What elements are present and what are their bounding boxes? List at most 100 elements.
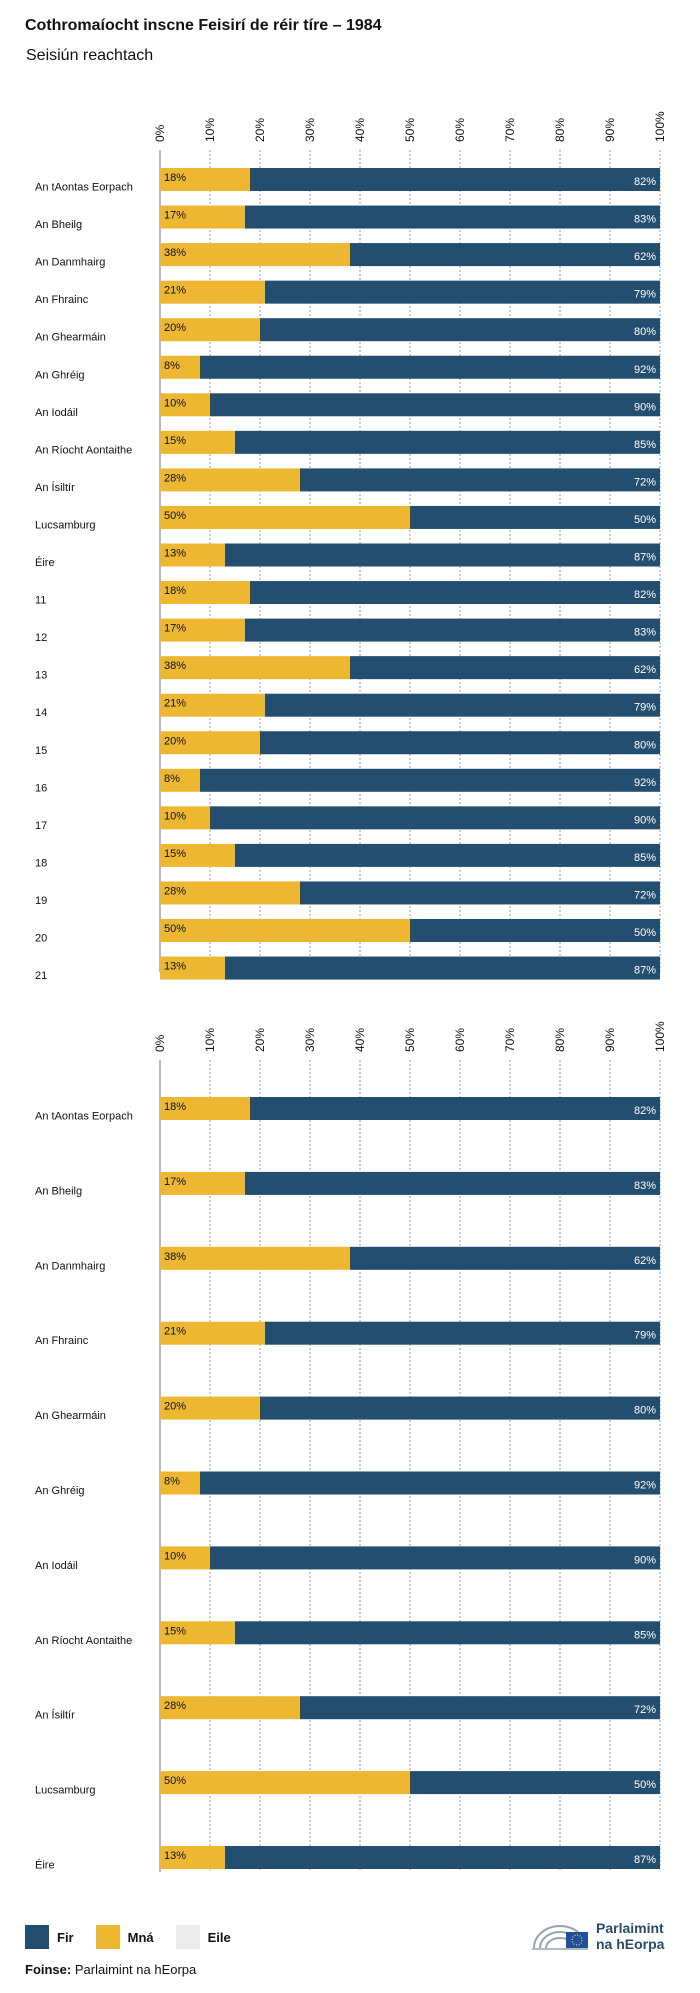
data-label-women: 13% <box>164 961 186 973</box>
bar-men <box>225 1846 660 1869</box>
bar-women <box>160 581 250 605</box>
source-text: Parlaimint na hEorpa <box>74 1962 197 1977</box>
data-label-men: 79% <box>634 1330 656 1342</box>
data-label-men: 90% <box>634 814 656 826</box>
bar-men <box>210 393 660 417</box>
category-label: An Bheilg <box>35 1185 82 1197</box>
category-label: 16 <box>35 782 47 794</box>
data-label-women: 20% <box>164 1401 186 1413</box>
bar-women <box>160 956 225 980</box>
data-label-women: 50% <box>164 923 186 935</box>
legend-swatch-women <box>95 1925 120 1949</box>
data-label-men: 85% <box>634 439 656 451</box>
data-label-women: 15% <box>164 435 186 447</box>
bar-chart-2: 0% 10% 20% 30% 40% 50% 60% 70% 80% 90% 100% An tAon… <box>35 1021 667 1872</box>
bar-women <box>160 168 250 191</box>
x-tick-label: 0% <box>153 1034 167 1052</box>
data-label-men: 83% <box>634 627 656 639</box>
bar-women <box>160 881 300 905</box>
bar-women <box>160 355 200 379</box>
bar-men <box>235 430 660 454</box>
legend-item-men: Fir <box>25 1925 74 1949</box>
bar-women <box>160 543 225 567</box>
x-tick-label: 80% <box>553 118 567 142</box>
bar-men <box>260 1396 660 1420</box>
bar-chart-1: 0% 10% 20% 30% 40% 50% 60% 70% 80% 90% 100% An tAon… <box>35 111 667 980</box>
bar-women <box>160 731 260 755</box>
x-tick-label: 60% <box>453 1028 467 1052</box>
data-label-women: 20% <box>164 735 186 747</box>
data-label-women: 21% <box>164 698 186 710</box>
bar-women <box>160 280 265 304</box>
data-label-men: 90% <box>634 1554 656 1566</box>
bar-women <box>160 1246 350 1270</box>
x-tick-label: 90% <box>603 118 617 142</box>
data-label-women: 15% <box>164 848 186 860</box>
data-label-women: 38% <box>164 660 186 672</box>
bar-women <box>160 1696 300 1720</box>
bar-men <box>410 919 660 942</box>
bar-men <box>265 280 660 304</box>
bar-men <box>245 1171 660 1195</box>
category-label: 13 <box>35 670 47 682</box>
bar-women <box>160 843 235 867</box>
bar-men <box>350 243 660 267</box>
x-tick-label: 10% <box>203 118 217 142</box>
data-label-men: 50% <box>634 927 656 939</box>
bar-men <box>300 881 660 905</box>
bar-women <box>160 468 300 492</box>
bar-women <box>160 768 200 792</box>
data-label-men: 85% <box>634 852 656 864</box>
chart-title: Cothromaíocht inscne Feisirí de réir tír… <box>25 17 382 34</box>
category-label: An Iodáil <box>35 407 78 419</box>
bar-men <box>235 1621 660 1645</box>
legend-swatch-men <box>25 1925 49 1949</box>
bar-women <box>160 430 235 454</box>
data-label-women: 18% <box>164 1101 186 1113</box>
category-label: An Ghréig <box>35 369 85 381</box>
bar-men <box>260 731 660 755</box>
data-label-men: 92% <box>634 1480 656 1492</box>
bar-women <box>160 919 410 942</box>
bar-women <box>160 1471 200 1495</box>
data-label-women: 10% <box>164 1550 186 1562</box>
data-label-men: 83% <box>634 1180 656 1192</box>
category-label: An Fhrainc <box>35 1335 89 1347</box>
x-tick-label: 50% <box>403 118 417 142</box>
x-tick-label: 40% <box>353 118 367 142</box>
category-label: An tAontas Eorpach <box>35 1111 133 1123</box>
category-label: Lucsamburg <box>35 1785 96 1797</box>
data-label-men: 87% <box>634 965 656 977</box>
bar-men <box>410 505 660 529</box>
bar-women <box>160 318 260 342</box>
x-tick-label: 10% <box>203 1028 217 1052</box>
x-tick-label: 70% <box>503 118 517 142</box>
data-label-men: 92% <box>634 364 656 376</box>
data-label-men: 72% <box>634 476 656 488</box>
logo-text: Parlaimint na hEorpa <box>596 1920 664 1952</box>
bar-women <box>160 205 245 229</box>
data-label-men: 80% <box>634 326 656 338</box>
category-label: 21 <box>35 970 47 980</box>
category-label: An tAontas Eorpach <box>35 182 133 194</box>
bar-men <box>300 1696 660 1720</box>
category-label: An Ríocht Aontaithe <box>35 1635 132 1647</box>
x-tick-label: 40% <box>353 1028 367 1052</box>
bar-women <box>160 656 350 680</box>
data-label-women: 8% <box>164 773 180 785</box>
bar-women <box>160 505 410 529</box>
bar-men <box>410 1771 660 1795</box>
category-label: 18 <box>35 857 47 869</box>
data-label-men: 72% <box>634 1704 656 1716</box>
data-label-men: 85% <box>634 1629 656 1641</box>
chart-subtitle: Seisiún reachtach <box>26 47 154 64</box>
data-label-men: 72% <box>634 889 656 901</box>
data-label-men: 80% <box>634 1405 656 1417</box>
x-tick-label: 20% <box>253 118 267 142</box>
x-tick-label: 20% <box>253 1028 267 1052</box>
legend-swatch-other <box>175 1925 200 1949</box>
source-note: Foinse: Parlaimint na hEorpa <box>25 1962 196 1977</box>
data-label-men: 79% <box>634 702 656 714</box>
bar-men <box>265 693 660 717</box>
data-label-women: 17% <box>164 210 186 222</box>
